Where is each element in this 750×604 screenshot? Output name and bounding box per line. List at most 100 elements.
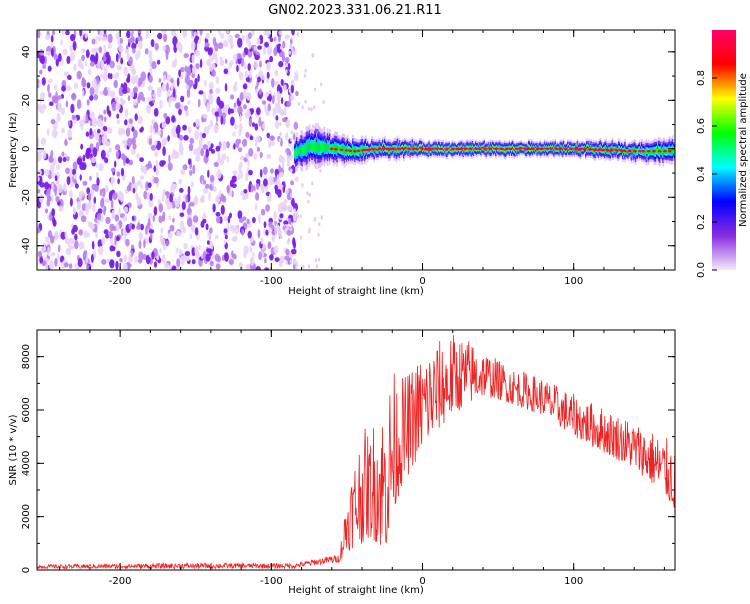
- band-peak: [638, 150, 642, 153]
- noise-blob: [260, 208, 266, 216]
- noise-blob: [160, 227, 164, 234]
- noise-blob: [292, 237, 296, 247]
- noise-blob: [162, 122, 166, 129]
- noise-blob: [139, 157, 145, 163]
- band-cell: [384, 146, 386, 149]
- noise-blob: [95, 35, 98, 45]
- noise-blob: [189, 233, 192, 240]
- noise-blob: [158, 203, 164, 213]
- noise-blob: [50, 252, 56, 257]
- noise-blob: [239, 113, 242, 122]
- noise-blob: [319, 168, 322, 173]
- noise-blob: [135, 192, 139, 201]
- noise-blob: [249, 135, 254, 141]
- band-peak: [514, 147, 519, 150]
- noise-blob: [199, 58, 203, 69]
- noise-blob: [261, 184, 265, 194]
- noise-blob: [290, 137, 293, 142]
- noise-blob: [285, 118, 291, 129]
- noise-blob: [128, 123, 133, 130]
- noise-blob: [255, 266, 261, 270]
- noise-blob: [230, 94, 235, 100]
- noise-blob: [206, 102, 211, 112]
- noise-blob: [116, 235, 120, 242]
- noise-blob: [161, 254, 166, 264]
- noise-blob: [243, 189, 248, 194]
- noise-blob: [304, 68, 307, 73]
- noise-blob: [162, 243, 167, 251]
- band-peak: [518, 147, 522, 150]
- band-cell: [521, 147, 524, 149]
- noise-blob: [163, 112, 168, 119]
- snr-ytick-label: 6000: [21, 397, 32, 422]
- noise-blob: [152, 214, 155, 223]
- noise-blob: [65, 167, 70, 175]
- noise-blob: [183, 134, 189, 141]
- noise-blob: [183, 105, 188, 111]
- noise-blob: [58, 244, 61, 253]
- noise-blob: [176, 258, 181, 268]
- noise-blob: [169, 224, 175, 232]
- noise-blob: [49, 101, 54, 107]
- noise-blob: [80, 122, 84, 131]
- noise-blob: [103, 44, 106, 50]
- band-cell: [322, 143, 325, 150]
- noise-blob: [154, 151, 159, 157]
- noise-blob: [268, 175, 274, 186]
- band-cell: [672, 147, 675, 152]
- noise-blob: [293, 208, 296, 213]
- band-cell: [622, 150, 624, 153]
- noise-blob: [82, 180, 88, 186]
- noise-blob: [47, 246, 50, 257]
- noise-blob: [266, 62, 271, 70]
- band-cell: [333, 146, 335, 154]
- band-cell: [395, 148, 398, 152]
- noise-blob: [274, 36, 277, 42]
- band-peak: [361, 149, 365, 152]
- noise-blob: [131, 176, 135, 185]
- noise-blob: [88, 192, 92, 202]
- noise-blob: [69, 167, 73, 176]
- noise-blob: [253, 185, 256, 192]
- band-peak: [367, 148, 372, 151]
- noise-blob: [110, 90, 116, 99]
- noise-blob: [224, 234, 228, 240]
- band-cell: [599, 147, 602, 150]
- noise-blob: [67, 74, 72, 80]
- band-cell: [307, 141, 310, 150]
- band-peak: [371, 148, 376, 151]
- noise-blob: [86, 265, 90, 270]
- noise-blob: [311, 181, 314, 186]
- band-cell: [585, 149, 587, 152]
- noise-blob: [182, 30, 187, 38]
- noise-blob: [284, 255, 289, 261]
- snr-ytick-label: 8000: [21, 344, 32, 369]
- noise-blob: [218, 30, 222, 36]
- noise-blob: [74, 240, 79, 250]
- noise-blob: [293, 121, 298, 130]
- band-cell: [493, 147, 495, 150]
- noise-blob: [178, 134, 184, 141]
- noise-blob: [131, 215, 135, 222]
- band-cell: [488, 149, 491, 151]
- noise-blob: [69, 197, 73, 207]
- noise-blob: [120, 128, 126, 135]
- noise-blob: [185, 109, 189, 117]
- band-cell: [314, 141, 316, 151]
- noise-blob: [159, 99, 163, 110]
- noise-blob: [262, 123, 266, 130]
- spectrogram-xtick-label: -100: [260, 276, 283, 287]
- band-cell: [381, 146, 384, 149]
- band-peak: [391, 147, 396, 150]
- noise-blob: [132, 129, 138, 139]
- noise-blob: [260, 237, 264, 245]
- band-peak: [463, 147, 468, 150]
- noise-blob: [168, 154, 171, 164]
- noise-blob: [144, 48, 149, 55]
- noise-blob: [116, 250, 121, 258]
- band-cell: [654, 148, 657, 155]
- noise-blob: [205, 253, 211, 262]
- noise-blob: [91, 38, 96, 45]
- noise-blob: [161, 138, 166, 148]
- noise-blob: [294, 176, 299, 182]
